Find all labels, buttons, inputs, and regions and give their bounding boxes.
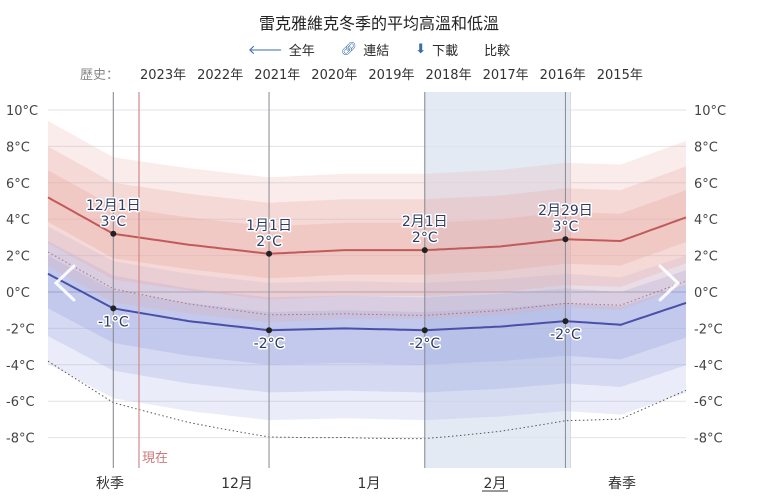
arrow-left-icon: 🡐 xyxy=(247,42,283,58)
download-button[interactable]: ⬇ 下載 xyxy=(415,40,458,59)
y-tick-label-left: 2°C xyxy=(6,250,30,265)
low-point xyxy=(266,327,273,334)
y-tick-label-right: 10°C xyxy=(694,104,726,119)
y-tick-label-left: -2°C xyxy=(6,322,35,337)
history-year-2020[interactable]: 2020年 xyxy=(311,68,358,83)
now-label: 現在 xyxy=(142,451,168,466)
y-tick-label-left: -8°C xyxy=(6,432,35,447)
history-years: 歷史： 2023年 2022年 2021年 2020年 2019年 2018年 … xyxy=(80,64,643,83)
low-percentile-band xyxy=(48,255,686,365)
annotation-date-label: 2月1日 xyxy=(402,214,448,230)
y-tick-label-right: 4°C xyxy=(694,213,718,228)
history-year-2022[interactable]: 2022年 xyxy=(197,68,244,83)
history-year-2023[interactable]: 2023年 xyxy=(140,68,187,83)
high-percentile-band xyxy=(48,146,686,300)
compare-label: 比較 xyxy=(484,44,511,59)
y-tick-label-left: 10°C xyxy=(6,104,38,119)
y-tick-label-right: -2°C xyxy=(694,322,723,337)
annotation-high-value: 2°C xyxy=(256,234,282,250)
history-year-2019[interactable]: 2019年 xyxy=(368,68,415,83)
history-year-2017[interactable]: 2017年 xyxy=(482,68,529,83)
history-label: 歷史： xyxy=(80,68,120,83)
chart-toolbar: 🡐 全年 🔗︎ 連結 ⬇ 下載 比較 xyxy=(0,40,758,59)
x-label-1: 12月 xyxy=(221,476,253,492)
y-tick-label-left: -4°C xyxy=(6,359,35,374)
series-line-low xyxy=(47,272,687,332)
low-percentile-band xyxy=(48,226,686,421)
link-icon: 🔗︎ xyxy=(340,42,358,57)
low-upper-dotted-line xyxy=(47,251,687,316)
annotation-date-label: 12月1日 xyxy=(86,198,141,214)
link-button[interactable]: 🔗︎ 連結 xyxy=(341,40,390,59)
all-year-label: 全年 xyxy=(288,44,315,59)
record-low-dotted-line xyxy=(47,360,687,440)
y-tick-label-left: 4°C xyxy=(6,213,30,228)
low-point xyxy=(421,327,428,334)
annotation-date-label: 2月29日 xyxy=(538,203,593,219)
annotation-date-label: 1月1日 xyxy=(246,218,292,234)
compare-button[interactable]: 比較 xyxy=(484,40,510,59)
x-label-3: 2月 xyxy=(484,476,507,492)
high-point xyxy=(266,250,273,257)
y-tick-label-right: 2°C xyxy=(694,250,718,265)
y-tick-label-right: 0°C xyxy=(694,286,718,301)
high-percentile-band xyxy=(48,170,686,279)
annotation-high-value: 3°C xyxy=(100,214,126,230)
chart-title: 雷克雅維克冬季的平均高溫和低溫 xyxy=(258,14,499,33)
all-year-link[interactable]: 🡐 全年 xyxy=(247,40,315,60)
chevron-left-icon[interactable] xyxy=(53,264,76,302)
y-tick-label-left: -6°C xyxy=(6,395,35,410)
download-icon: ⬇ xyxy=(415,42,427,57)
download-label: 下載 xyxy=(432,44,459,59)
high-percentile-band xyxy=(48,120,686,323)
chevron-right-icon[interactable] xyxy=(658,264,681,302)
y-tick-label-left: 0°C xyxy=(6,286,30,301)
history-year-2016[interactable]: 2016年 xyxy=(539,68,586,83)
y-tick-label-right: -4°C xyxy=(694,359,723,374)
x-label-2: 1月 xyxy=(358,476,381,492)
annotation-low-value: -1°C xyxy=(98,314,129,330)
series-line-high xyxy=(47,196,687,255)
highlighted-month-band xyxy=(424,92,571,468)
annotation-low-value: -2°C xyxy=(550,327,581,343)
y-tick-label-right: -8°C xyxy=(694,432,723,447)
history-year-2018[interactable]: 2018年 xyxy=(425,68,472,83)
annotation-high-value: 3°C xyxy=(553,219,579,235)
annotation-low-value: -2°C xyxy=(254,336,285,352)
annotation-high-value: 2°C xyxy=(412,230,438,246)
x-label-0: 秋季 xyxy=(96,476,124,492)
high-point xyxy=(421,247,428,254)
high-point xyxy=(562,236,569,243)
link-label: 連結 xyxy=(363,44,390,59)
low-point xyxy=(110,305,117,312)
y-tick-label-left: 6°C xyxy=(6,177,30,192)
history-year-2021[interactable]: 2021年 xyxy=(254,68,301,83)
high-point xyxy=(110,230,117,237)
y-tick-label-right: 8°C xyxy=(694,140,718,155)
y-tick-label-left: 8°C xyxy=(6,140,30,155)
y-tick-label-right: -6°C xyxy=(694,395,723,410)
history-year-2015[interactable]: 2015年 xyxy=(596,68,643,83)
low-percentile-band xyxy=(48,241,686,393)
y-tick-label-right: 6°C xyxy=(694,177,718,192)
low-point xyxy=(562,318,569,325)
annotation-low-value: -2°C xyxy=(409,336,440,352)
x-label-4: 春季 xyxy=(608,476,636,492)
